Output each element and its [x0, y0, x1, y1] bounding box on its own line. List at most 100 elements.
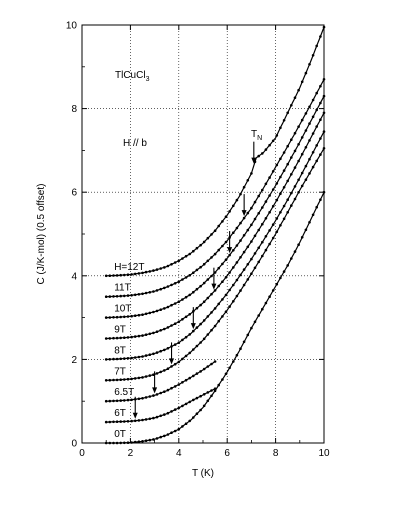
- data-point: [173, 322, 177, 326]
- data-point: [133, 272, 137, 276]
- data-point: [195, 306, 199, 310]
- transition-arrowhead: [190, 323, 196, 330]
- y-tick-label: 4: [71, 271, 77, 282]
- data-point: [108, 378, 112, 382]
- data-point: [286, 111, 290, 115]
- data-point: [188, 274, 191, 277]
- data-point: [206, 236, 210, 240]
- data-point: [112, 336, 115, 340]
- data-point: [104, 274, 108, 278]
- data-point: [257, 260, 261, 264]
- data-point: [271, 223, 275, 226]
- data-point: [210, 274, 213, 278]
- data-point: [261, 222, 264, 226]
- data-point: [152, 269, 155, 272]
- data-point: [184, 335, 188, 339]
- series-label: 11T: [114, 283, 131, 294]
- data-point: [108, 399, 112, 403]
- data-point: [112, 378, 115, 382]
- data-point: [188, 252, 191, 256]
- data-point: [213, 324, 217, 328]
- data-point: [104, 441, 108, 445]
- data-point: [282, 119, 286, 122]
- data-point: [206, 278, 210, 281]
- data-point: [152, 290, 155, 293]
- data-point: [311, 132, 315, 135]
- data-point: [155, 330, 159, 334]
- data-point: [217, 302, 220, 306]
- x-tick-label: 10: [318, 448, 330, 459]
- data-point: [148, 374, 152, 377]
- data-point: [290, 156, 293, 159]
- data-point: [224, 240, 228, 244]
- data-point: [206, 333, 210, 336]
- data-point: [141, 440, 144, 443]
- data-point: [217, 224, 220, 228]
- series-group: 6.5T: [104, 360, 217, 403]
- data-point: [319, 35, 322, 38]
- data-point: [293, 197, 297, 201]
- data-point: [166, 411, 170, 415]
- data-point: [170, 324, 173, 327]
- data-point: [173, 343, 177, 346]
- data-point: [242, 216, 246, 220]
- data-point: [304, 129, 308, 132]
- data-point: [290, 173, 293, 176]
- data-point: [224, 372, 228, 376]
- data-point: [152, 310, 155, 314]
- series-label: 6T: [114, 408, 126, 419]
- data-point: [264, 248, 268, 252]
- data-point: [126, 273, 130, 277]
- data-point: [242, 234, 246, 237]
- data-point: [253, 252, 257, 255]
- data-point: [181, 381, 184, 384]
- data-point: [144, 375, 148, 378]
- series-label: 8T: [114, 345, 126, 356]
- data-point: [119, 399, 122, 402]
- data-point: [268, 176, 271, 179]
- data-point: [242, 268, 246, 271]
- data-point: [308, 122, 311, 125]
- data-point: [311, 151, 315, 154]
- data-point: [108, 358, 112, 361]
- data-point: [119, 273, 122, 277]
- data-point: [137, 313, 141, 317]
- data-point: [141, 292, 144, 296]
- data-point: [268, 211, 271, 214]
- data-point: [141, 271, 144, 275]
- data-point: [115, 336, 119, 340]
- data-point: [112, 274, 115, 277]
- data-point: [275, 230, 279, 234]
- data-point: [166, 347, 170, 350]
- data-point: [173, 408, 177, 411]
- data-point: [304, 146, 308, 149]
- data-point: [152, 416, 155, 420]
- data-point: [202, 240, 206, 244]
- data-point: [221, 220, 224, 223]
- data-point: [210, 233, 213, 236]
- compound-label: TlCuCl3: [115, 70, 150, 83]
- x-tick-label: 2: [128, 448, 134, 459]
- data-point: [319, 84, 322, 88]
- data-point: [257, 154, 261, 158]
- axis-ticks: 0 2 4 6 8 10 0 2 4 6 8 10: [66, 21, 330, 460]
- data-point: [148, 311, 152, 315]
- series-group: 8T: [104, 130, 326, 361]
- data-point: [192, 416, 195, 419]
- data-point: [148, 395, 152, 398]
- data-point: [184, 402, 188, 406]
- data-point: [322, 94, 326, 98]
- data-point: [144, 439, 148, 443]
- data-point: [199, 394, 202, 398]
- data-point: [170, 283, 173, 287]
- field-direction-label: H // b: [123, 138, 147, 149]
- data-point: [199, 341, 202, 344]
- data-point: [141, 376, 144, 379]
- data-point: [184, 276, 188, 279]
- data-point: [210, 292, 213, 296]
- x-axis-title: T (K): [192, 468, 214, 479]
- data-point: [275, 163, 279, 167]
- data-point: [246, 245, 250, 249]
- data-point: [177, 341, 181, 345]
- data-point: [184, 378, 188, 382]
